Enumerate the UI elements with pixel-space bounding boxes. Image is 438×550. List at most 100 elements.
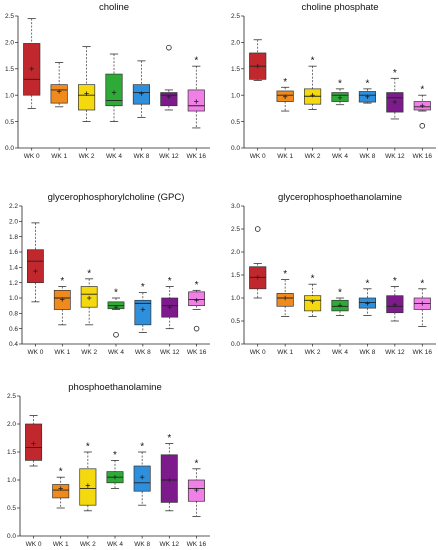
significance-star: * [338, 78, 342, 89]
significance-star: * [393, 276, 397, 287]
x-tick-label: WK 1 [53, 541, 69, 548]
significance-star: * [140, 442, 144, 453]
significance-star: * [338, 288, 342, 299]
x-tick-label: WK 16 [413, 153, 433, 160]
box-wk-8: * WK 8 [358, 278, 377, 356]
box-wk-0: WK 0 [25, 415, 43, 548]
x-tick-label: WK 1 [277, 349, 293, 356]
box-wk-8: * WK 8 [134, 282, 152, 356]
chart-title: phosphoethanolamine [68, 382, 162, 393]
x-tick-label: WK 16 [413, 349, 433, 356]
x-tick-label: WK 2 [79, 153, 95, 160]
significance-star: * [87, 268, 91, 279]
y-tick-label: 1.0 [5, 92, 14, 99]
box-wk-4: * WK 4 [331, 288, 349, 356]
x-tick-label: WK 16 [187, 153, 207, 160]
outlier-point [254, 226, 261, 232]
box-wk-2: * WK 2 [80, 268, 98, 356]
box-wk-1: WK 1 [50, 62, 68, 160]
x-tick-label: WK 12 [385, 349, 405, 356]
x-tick-label: WK 4 [107, 541, 123, 548]
significance-star: * [420, 278, 424, 289]
y-tick-label: 2.5 [231, 13, 240, 20]
y-tick-label: 2.5 [231, 226, 240, 233]
box-iqr [50, 84, 68, 104]
box-wk-12: * WK 12 [385, 68, 405, 160]
x-tick-label: WK 8 [134, 541, 150, 548]
box-wk-16: * WK 16 [187, 56, 207, 160]
box-wk-2: * WK 2 [303, 56, 322, 160]
box-wk-12: * WK 12 [160, 433, 180, 548]
box-iqr [160, 92, 178, 107]
x-tick-label: WK 16 [187, 349, 207, 356]
y-tick-label: 2.0 [5, 40, 14, 47]
chart-panel-3: glycerophosphorylcholine (GPC) 0.4 0.6 0.8 1… [9, 192, 210, 356]
x-tick-label: WK 0 [250, 153, 266, 160]
box-wk-8: WK 8 [132, 60, 151, 160]
box-wk-0: WK 0 [23, 18, 41, 160]
box-iqr [77, 84, 96, 111]
significance-star: * [194, 56, 198, 67]
x-tick-label: WK 1 [277, 153, 293, 160]
y-tick-label: 2.5 [5, 13, 14, 20]
box-wk-16: * WK 16 [413, 278, 433, 356]
y-tick-label: 0.6 [9, 326, 18, 333]
significance-star: * [168, 276, 172, 287]
y-tick-label: 2.5 [7, 393, 16, 400]
x-tick-label: WK 12 [160, 541, 180, 548]
box-wk-16: * WK 16 [187, 458, 207, 548]
outlier-point [113, 331, 119, 338]
x-tick-label: WK 4 [108, 349, 124, 356]
outlier-point [166, 44, 172, 51]
x-tick-label: WK 1 [54, 349, 70, 356]
chart-title: glycerophosphoethanolamine [278, 192, 402, 203]
box-wk-0: WK 0 [249, 39, 267, 160]
y-tick-label: 0.8 [9, 311, 18, 318]
significance-star: * [311, 56, 315, 67]
x-tick-label: WK 2 [81, 349, 97, 356]
significance-star: * [365, 278, 369, 289]
x-tick-label: WK 0 [26, 541, 42, 548]
box-wk-0: WK 0 [249, 226, 267, 356]
y-tick-label: 1.8 [9, 234, 18, 241]
x-tick-label: WK 0 [27, 349, 43, 356]
box-wk-8: * WK 8 [358, 78, 377, 160]
x-tick-label: WK 4 [332, 153, 348, 160]
y-tick-label: 1.4 [9, 265, 18, 272]
box-wk-2: WK 2 [77, 46, 96, 160]
y-tick-label: 1.2 [9, 280, 18, 287]
y-tick-label: 1.5 [231, 66, 240, 73]
significance-star: * [283, 269, 287, 280]
y-tick-label: 1.6 [9, 249, 18, 256]
chart-title: choline phosphate [301, 2, 378, 13]
box-wk-4: WK 4 [105, 53, 123, 160]
significance-star: * [194, 458, 198, 469]
box-wk-4: * WK 4 [107, 288, 125, 356]
y-tick-label: 1.5 [5, 66, 14, 73]
chart-panel-5: phosphoethanolamine 0.0 0.5 1.0 1.5 2.0 2.5 WK … [7, 382, 210, 548]
y-tick-label: 0.5 [7, 505, 16, 512]
y-tick-label: 0.0 [7, 533, 16, 540]
x-tick-label: WK 16 [187, 541, 207, 548]
y-tick-label: 2.0 [231, 40, 240, 47]
x-tick-label: WK 8 [359, 153, 375, 160]
x-tick-label: WK 2 [80, 541, 96, 548]
y-tick-label: 0.5 [231, 119, 240, 126]
y-tick-label: 1.5 [7, 449, 16, 456]
box-wk-12: * WK 12 [385, 276, 405, 356]
significance-star: * [311, 274, 315, 285]
y-tick-label: 1.0 [231, 295, 240, 302]
y-tick-label: 1.0 [231, 92, 240, 99]
y-tick-label: 0.4 [9, 341, 18, 348]
y-tick-label: 1.5 [231, 272, 240, 279]
box-wk-8: * WK 8 [133, 442, 151, 548]
chart-panel-4: glycerophosphoethanolamine 0.0 0.5 1.0 1.5 2.… [231, 192, 436, 356]
box-iqr [134, 299, 152, 326]
x-tick-label: WK 0 [250, 349, 266, 356]
y-tick-label: 2.0 [231, 249, 240, 256]
box-wk-2: * WK 2 [303, 274, 322, 356]
significance-star: * [141, 282, 145, 293]
x-tick-label: WK 4 [332, 349, 348, 356]
significance-star: * [393, 68, 397, 79]
significance-star: * [365, 78, 369, 89]
